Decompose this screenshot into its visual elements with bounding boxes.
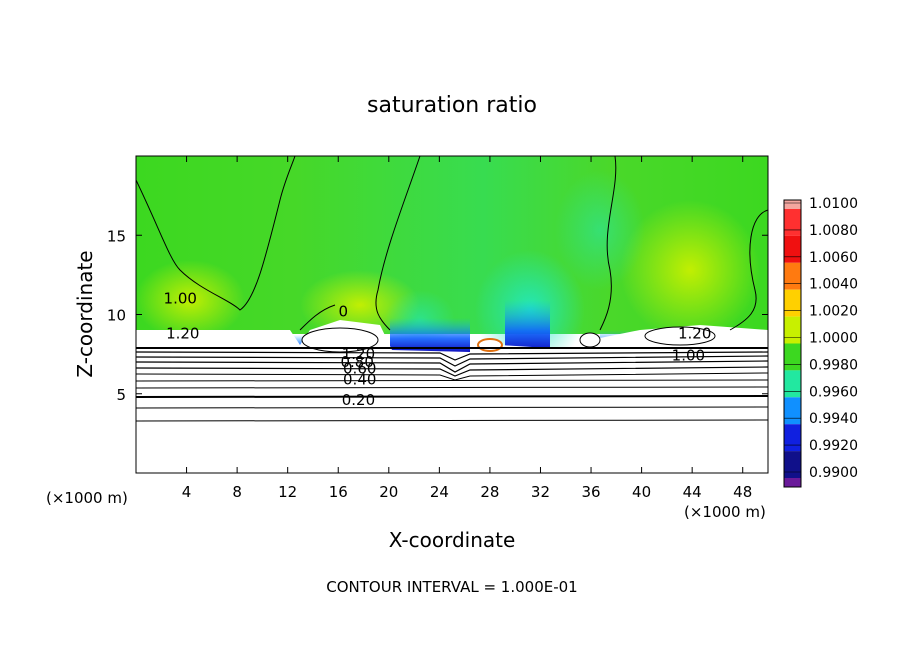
contour-line-4 — [729, 209, 768, 331]
x-axis-label: X-coordinate — [389, 528, 516, 552]
blue-band-1 — [390, 318, 470, 352]
cloud-blob-1 — [301, 327, 379, 353]
yellow-patch-left — [136, 260, 245, 340]
x-tick-label: 32 — [531, 483, 550, 501]
contour-label: 0.20 — [342, 391, 375, 409]
yellow-patch-right — [620, 200, 760, 340]
colorbar-label: 1.0040 — [809, 277, 858, 293]
x-tick-label: 40 — [632, 483, 651, 501]
contour-label: 0.40 — [343, 370, 376, 388]
contour-band-2 — [136, 351, 768, 361]
x-tick-label: 12 — [278, 483, 297, 501]
cloud-blob-4 — [644, 326, 716, 346]
contour-band-5 — [136, 366, 768, 377]
colorbar-label: 1.0080 — [809, 223, 858, 239]
cloud-blob-2 — [477, 338, 503, 352]
colorbar-label: 1.0000 — [809, 331, 858, 347]
colorbar-swatch — [784, 397, 801, 425]
contour-label: 1.20 — [166, 325, 199, 343]
contour-label: 1.20 — [342, 345, 375, 363]
x-tick-label: 44 — [683, 483, 702, 501]
x-tick-label: 48 — [733, 483, 752, 501]
contour-interval-footer: CONTOUR INTERVAL = 1.000E-01 — [326, 578, 577, 596]
x-unit-label-left: (×1000 m) — [46, 489, 128, 507]
contour-label: 0.60 — [343, 359, 376, 377]
contour-line-1 — [136, 156, 296, 311]
x-tick-label: 20 — [379, 483, 398, 501]
x-unit-label-right: (×1000 m) — [684, 503, 766, 521]
x-tick-label: 36 — [581, 483, 600, 501]
contour-label: 0.80 — [340, 353, 373, 371]
colorbar-swatch — [784, 235, 801, 263]
y-tick-label: 10 — [107, 307, 126, 325]
colorbar-frame — [783, 199, 802, 488]
colorbar-swatch — [784, 316, 801, 344]
contour-line-5 — [299, 304, 336, 331]
colorbar-swatch — [784, 262, 801, 290]
contour-band-4 — [136, 360, 768, 373]
y-tick-label: 5 — [116, 386, 126, 404]
colorbar-label: 1.0020 — [809, 304, 858, 320]
contour-label: 1.00 — [164, 290, 197, 308]
colorbar-swatch — [784, 478, 801, 487]
colorbar-swatch — [784, 370, 801, 398]
colorbar-swatch — [784, 209, 801, 236]
y-tick-label: 15 — [107, 227, 126, 245]
blue-band-2 — [505, 300, 550, 352]
contour-band-9 — [136, 395, 768, 398]
colorbar-label: 0.9940 — [809, 411, 858, 427]
contour-label: 1.20 — [678, 325, 711, 343]
x-tick-label: 24 — [430, 483, 449, 501]
colorbar-label: 0.9960 — [809, 384, 858, 400]
y-axis-ticks: 5 10 15 — [107, 227, 768, 404]
colorbar: 1.0100 1.0080 1.0060 1.0040 1.0020 1.0000 0.99… — [783, 196, 858, 488]
x-tick-label: 28 — [480, 483, 499, 501]
cloud-blob-3 — [579, 332, 601, 348]
x-tick-label: 16 — [329, 483, 348, 501]
colorbar-label: 0.9900 — [809, 465, 858, 481]
x-tick-label: 8 — [232, 483, 242, 501]
colorbar-swatch — [784, 343, 801, 371]
x-axis-ticks: 4 8 12 16 20 24 28 32 36 40 44 48 — [182, 156, 752, 501]
contour-line-2 — [375, 156, 421, 331]
contour-label: 1.00 — [672, 347, 705, 365]
chart-title: saturation ratio — [367, 93, 537, 118]
contour-line-3 — [599, 156, 617, 331]
colorbar-swatch — [784, 200, 801, 209]
colorbar-swatch — [784, 289, 801, 317]
colorbar-label: 1.0100 — [809, 196, 858, 212]
colorbar-swatch — [784, 424, 801, 452]
contour-band-7 — [136, 379, 768, 382]
contour-label: 0 — [339, 302, 349, 320]
contour-band-3 — [136, 355, 768, 367]
colorbar-swatch — [784, 451, 801, 478]
contour-band-10 — [136, 406, 768, 409]
colorbar-label: 0.9920 — [809, 438, 858, 454]
colorbar-label: 1.0060 — [809, 250, 858, 266]
cyan-plume-right — [555, 170, 645, 290]
y-axis-label: Z-coordinate — [73, 250, 97, 377]
contour-band-8 — [136, 386, 768, 389]
colorbar-label: 0.9980 — [809, 357, 858, 373]
contour-band-11 — [136, 419, 768, 422]
x-tick-label: 4 — [182, 483, 192, 501]
